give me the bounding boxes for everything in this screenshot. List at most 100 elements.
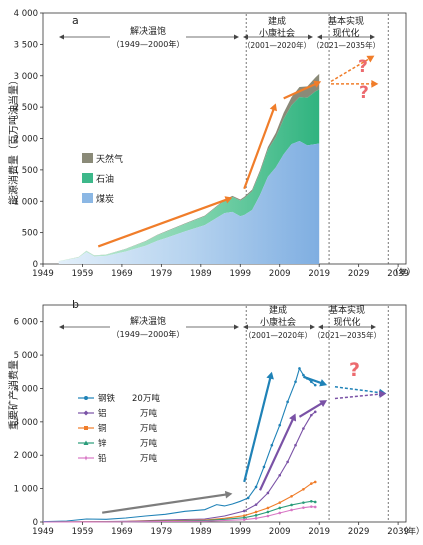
point-aluminum-2003 [254,503,258,506]
panel-a-period-2-label2: 小康社会 [259,27,295,39]
legend-unit-copper: 万吨 [140,423,158,434]
panel-a-x-tick-label-1969: 1969 [111,269,133,279]
panel-b-y-tick-label-4000: 4 000 [14,384,38,394]
point-zinc-2003 [254,514,258,517]
point-lead-2015 [302,506,305,509]
trend-arrow-steel [243,376,272,483]
panel-a-y-label: 能源消费量（百万吨油当量） [7,75,20,205]
panel-a-question-mark-1: ? [358,57,368,77]
panel-b-period-1-arrow-right-head [234,324,239,330]
legend-unit-lead: 万吨 [140,453,158,464]
point-lead-2006 [266,514,270,518]
panel-b-x-tick-label-1989: 1989 [190,527,212,537]
legend-marker-copper [84,426,88,430]
panel-b-period-1-arrow-left-head [59,324,64,330]
panel-a-x-tick-label-2039: 2039 [387,269,409,279]
panel-b-period-3-arrow-right-head [371,324,376,330]
panel-b-x-tick-label-2039: 2039 [387,527,409,537]
panel-a-period-1-arrow-left-head [59,34,64,40]
panel-b-period-2-arrow-left-head [243,324,248,330]
trend-arrow-aluminum-2-head [319,400,328,408]
panel-a-y-tick-label-2500: 2 500 [14,103,38,113]
panel-b-period-2-label: 建成 [269,304,287,316]
legend-label-oil: 石油 [96,173,114,185]
point-aluminum-2011 [286,460,289,464]
point-zinc-2009 [278,506,282,510]
panel-b-legend: 钢铁 20万吨 铝 万吨 铜 万吨 锌 万吨 [78,393,160,464]
panel-a-y-tick-label-4000: 4 000 [14,9,38,19]
point-copper-2006 [266,506,270,510]
panel-a-areas [58,73,320,264]
legend-label-zinc: 锌 [98,438,107,449]
trend-arrow-aluminum [259,417,295,491]
panel-a-period-3-arrow-left-head [317,34,322,40]
panel-a-x-tick-label-1979: 1979 [151,269,173,279]
panel-b-period-2-label2: 小康社会 [260,316,296,328]
legend-label-gas: 天然气 [96,153,123,165]
forecast-arrow-steel [334,386,382,394]
panel-b-x-tick-label-1959: 1959 [72,527,94,537]
legend-swatch-coal [82,193,93,203]
point-lead-2009 [278,511,282,515]
legend-label-aluminum: 铝 [98,408,107,419]
panel-b-x-label: （年） [399,526,423,537]
point-aluminum-2009 [278,473,282,477]
trend-arrow-steel-head [266,371,274,380]
point-copper-2018 [313,480,317,484]
point-aluminum-2015 [302,427,305,430]
panel-b-period-2-arrow-right-head [310,324,315,330]
panel-a-period-1-sub: （1949—2000年） [112,39,185,49]
legend-label-steel: 钢铁 [98,393,116,404]
panel-b-x-ticks: 1949 1959 1969 1979 1989 1999 2009 2019 2029 2039 [32,522,409,537]
line-steel [42,367,316,523]
point-zinc-2012 [290,503,293,507]
legend-marker-aluminum [83,410,89,416]
point-steel-2013 [294,380,297,384]
panel-a-period-3-sub: （2021—2035年） [312,40,380,50]
panel-b-x-tick-label-2009: 2009 [269,527,291,537]
panel-a-period-2-sub: （2001—2020年） [243,40,311,50]
panel-a-x-ticks: 1949 1959 1969 1979 1989 1999 2009 2019 2029 2039 [32,264,409,279]
panel-a-y-ticks: 0 500 1 000 1 500 2 000 2 500 3 000 3 500 4 000 [14,9,43,270]
point-aluminum-2013 [294,443,297,447]
panel-b-lines [42,367,317,523]
point-zinc-2018 [313,500,317,504]
legend-item-steel: 钢铁 20万吨 [78,393,160,404]
point-aluminum-2000 [242,509,246,513]
panel-a-x-tick-label-1949: 1949 [32,269,54,279]
point-steel-2001 [246,496,250,500]
legend-unit-zinc: 万吨 [140,438,158,449]
trend-arrow-1-head [224,196,233,204]
legend-item-zinc: 锌 万吨 [78,438,158,449]
point-aluminum-2006 [266,491,270,495]
panel-a-x-tick-label-1989: 1989 [190,269,212,279]
trend-arrow-aluminum-2 [298,401,324,418]
point-steel-2017 [310,380,313,384]
trend-arrow-3 [283,82,318,100]
point-lead-2012 [290,508,293,512]
panel-b-y-tick-label-5000: 5 000 [14,351,38,361]
trend-arrow-steel-2 [303,375,323,385]
point-aluminum-2018 [313,410,317,414]
point-steel-2011 [286,400,289,404]
panel-b-x-tick-label-2019: 2019 [308,527,330,537]
panel-a-x-tick-label-2009: 2009 [269,269,291,279]
legend-item-copper: 铜 万吨 [78,423,158,434]
point-zinc-2015 [302,501,305,504]
forecast-arrow-aluminum [334,393,382,400]
legend-label-copper: 铜 [98,423,107,434]
panel-a-legend: 天然气 石油 煤炭 [82,153,123,205]
forecast-arrow-1-head [366,55,375,63]
panel-b-period-3-label: 基本实现 [329,304,365,316]
point-copper-2015 [302,487,305,491]
panel-b-trend-arrows [102,371,387,514]
point-lead-2018 [313,505,317,509]
line-lead [42,506,316,523]
panel-a-y-tick-label-1500: 1 500 [14,166,38,176]
point-aluminum-2017 [310,413,313,417]
panel-b-period-1-sub: （1949—2000年） [112,329,185,339]
point-copper-2003 [254,510,258,514]
panel-b-x-tick-label-1999: 1999 [229,527,251,537]
panel-a: 1949 1959 1969 1979 1989 1999 2009 2019 2029 2039… [7,9,416,279]
panel-b-question-mark: ? [349,359,360,381]
